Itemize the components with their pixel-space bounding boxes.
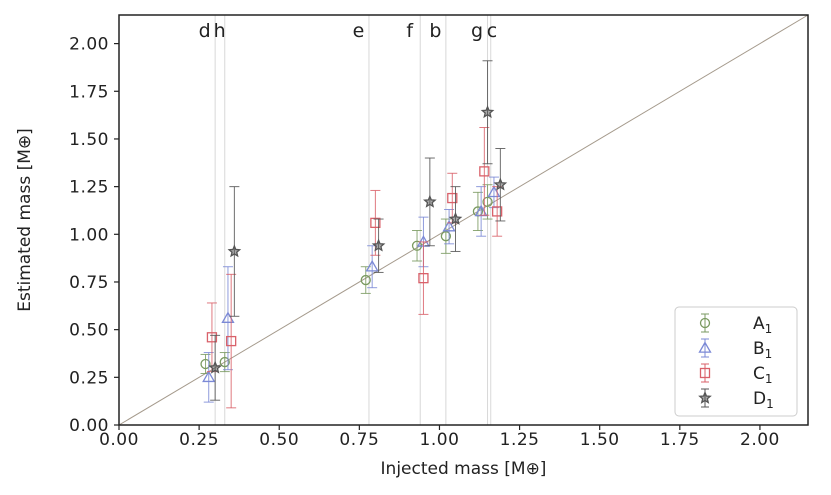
data-point-a [200,358,211,370]
x-tick-label: 0.25 [179,430,219,450]
data-point-c [418,273,429,284]
data-point-c [479,166,490,177]
data-point-c [447,192,458,204]
data-point-d [493,177,508,191]
x-tick-label: 1.75 [660,430,700,450]
x-axis-label: Injected mass [M⊕] [381,459,547,479]
data-point-c [206,332,218,343]
axis-ticks: 0.00 0.25 0.50 0.75 1.00 1.25 1.50 1.75 2.00 0.00… [69,35,780,450]
planet-label-e: e [353,20,366,42]
planet-label-b: b [429,20,442,42]
x-tick-label: 0.75 [339,430,379,450]
planet-label-d: d [199,20,212,42]
data-point-c [491,206,503,217]
series-c [206,127,503,409]
x-tick-label: 0.50 [259,430,299,450]
data-point-c [370,217,381,229]
data-point-a [440,231,452,242]
planet-label-g: g [471,20,484,42]
data-point-d [208,360,222,374]
y-tick-label: 2.00 [69,35,109,55]
data-point-d [423,194,437,208]
y-axis-label: Estimated mass [M⊕] [15,128,35,312]
y-tick-label: 1.25 [69,178,109,198]
data-point-a [360,274,371,286]
planet-label-h: h [214,20,227,42]
data-point-d [371,238,386,252]
data-point-a [219,356,230,368]
y-tick-label: 1.00 [69,225,109,245]
data-point-b [365,259,379,272]
series-d [208,60,508,401]
legend-marker-c [699,367,711,379]
y-tick-label: 0.75 [69,273,109,293]
y-tick-label: 0.50 [69,321,109,341]
data-points [200,60,508,409]
y-tick-label: 1.75 [69,82,109,102]
x-tick-label: 0.00 [99,430,139,450]
x-tick-label: 1.00 [420,430,460,450]
y-tick-label: 1.50 [69,130,109,150]
data-point-a [482,196,493,208]
x-tick-label: 2.00 [740,430,780,450]
planet-label-f: f [406,20,414,42]
legend-marker-d [698,390,712,404]
legend-marker-a [699,317,711,329]
y-tick-label: 0.00 [69,416,109,436]
legend-box [674,306,798,417]
data-point-c [226,335,237,347]
data-point-d [227,244,242,258]
plot-frame [118,14,809,426]
y-tick-label: 0.25 [69,368,109,388]
data-point-d [448,211,463,225]
data-point-b [202,370,216,383]
identity-line [118,14,809,426]
planet-label-c: c [487,20,498,42]
legend-marker-b [698,341,712,353]
x-tick-label: 1.50 [580,430,620,450]
data-point-d [480,105,495,119]
x-tick-label: 1.25 [500,430,540,450]
data-point-b [442,219,456,232]
